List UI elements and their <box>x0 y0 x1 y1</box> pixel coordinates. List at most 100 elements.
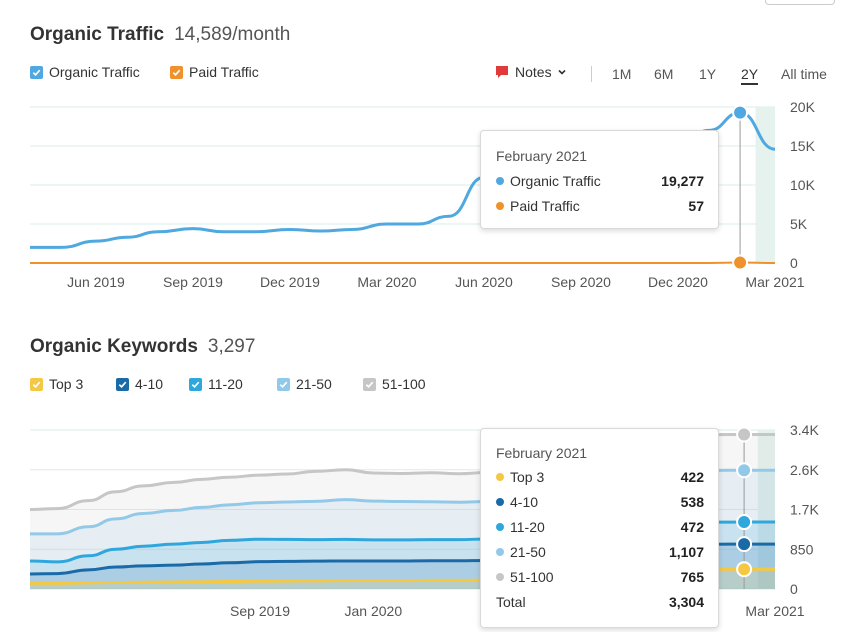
y-tick-label: 5K <box>790 216 808 232</box>
traffic-value: 14,589/month <box>174 24 291 45</box>
range-1y-button[interactable]: 1Y <box>699 66 717 82</box>
range-2y-button[interactable]: 2Y <box>741 66 759 85</box>
tooltip-total-row: Total 3,304 <box>496 594 704 610</box>
traffic-tooltip: February 2021 Organic Traffic 19,277 Pai… <box>480 130 719 229</box>
legend-item[interactable]: 11-20 <box>189 376 277 392</box>
checkbox-checked-icon[interactable] <box>363 377 376 391</box>
range-6m-button[interactable]: 6M <box>654 66 674 82</box>
legend-item[interactable]: 21-50 <box>277 376 363 392</box>
series-dot-icon <box>496 177 504 185</box>
x-tick-label: Sep 2020 <box>551 274 611 290</box>
tooltip-date: February 2021 <box>496 148 588 164</box>
hover-point <box>736 536 753 553</box>
checkbox-checked-icon[interactable] <box>30 377 43 391</box>
x-tick-label: Jun 2020 <box>455 274 513 290</box>
checkbox-checked-icon[interactable] <box>30 65 43 79</box>
legend-label: 4-10 <box>135 376 164 392</box>
series-dot-icon <box>496 473 504 481</box>
y-tick-label: 0 <box>790 581 798 597</box>
hover-point <box>736 514 753 531</box>
tooltip-value: 19,277 <box>661 173 704 189</box>
tooltip-label: 4-10 <box>510 494 539 510</box>
tooltip-value: 1,107 <box>668 544 704 560</box>
traffic-header: Organic Traffic 14,589/month <box>30 24 290 46</box>
x-tick-label: Jun 2019 <box>67 274 125 290</box>
chevron-down-icon <box>558 69 566 75</box>
y-tick-label: 0 <box>790 255 798 271</box>
x-tick-label: Dec 2020 <box>648 274 708 290</box>
y-tick-label: 1.7K <box>790 502 819 518</box>
tooltip-row: 51-100 765 <box>496 569 704 585</box>
tooltip-value: 472 <box>680 519 704 535</box>
x-tick-label: Mar 2021 <box>745 274 804 290</box>
y-tick-label: 10K <box>790 177 816 193</box>
checkbox-checked-icon[interactable] <box>116 377 129 391</box>
highlight-band <box>755 107 775 263</box>
series-dot-icon <box>496 202 504 210</box>
hover-point <box>736 426 753 443</box>
x-tick-label: Mar 2021 <box>745 603 804 619</box>
traffic-title: Organic Traffic <box>30 24 165 45</box>
top-right-button[interactable] <box>765 0 835 5</box>
series-dot-icon <box>496 548 504 556</box>
series-dot-icon <box>496 523 504 531</box>
x-tick-label: Dec 2019 <box>260 274 320 290</box>
checkbox-checked-icon[interactable] <box>189 377 202 391</box>
notes-dropdown[interactable]: Notes <box>494 64 567 80</box>
tooltip-row: Organic Traffic 19,277 <box>496 173 704 189</box>
hover-point <box>732 104 749 121</box>
range-1m-button[interactable]: 1M <box>612 66 632 82</box>
tooltip-date: February 2021 <box>496 445 588 461</box>
tooltip-value: 765 <box>680 569 704 585</box>
legend-label: 11-20 <box>208 376 243 392</box>
tooltip-row: 11-20 472 <box>496 519 704 535</box>
tooltip-row: 21-50 1,107 <box>496 544 704 560</box>
y-tick-label: 850 <box>790 541 814 557</box>
legend-paid-traffic[interactable]: Paid Traffic <box>170 64 259 80</box>
tooltip-row: Top 3 422 <box>496 469 704 485</box>
legend-label: 21-50 <box>296 376 332 392</box>
legend-item[interactable]: Top 3 <box>30 376 116 392</box>
series-dot-icon <box>496 573 504 581</box>
tooltip-label: 21-50 <box>510 544 546 560</box>
x-tick-label: Sep 2019 <box>163 274 223 290</box>
tooltip-label: Top 3 <box>510 469 545 485</box>
legend-organic-traffic[interactable]: Organic Traffic <box>30 64 140 80</box>
range-all-time-button[interactable]: All time <box>781 66 827 82</box>
y-tick-label: 15K <box>790 138 816 154</box>
legend-label: Top 3 <box>49 376 84 392</box>
legend-item[interactable]: 51-100 <box>363 376 443 392</box>
tooltip-label: 51-100 <box>510 569 554 585</box>
notes-label: Notes <box>515 64 552 80</box>
tooltip-label: Paid Traffic <box>510 198 580 214</box>
y-tick-label: 3.4K <box>790 422 819 438</box>
keywords-value: 3,297 <box>207 336 256 357</box>
y-tick-label: 20K <box>790 99 816 115</box>
legend-item[interactable]: 4-10 <box>116 376 189 392</box>
x-tick-label: Mar 2020 <box>357 274 416 290</box>
tooltip-value: 57 <box>688 198 704 214</box>
tooltip-total-label: Total <box>496 594 526 610</box>
legend-label: 51-100 <box>382 376 426 392</box>
organic-traffic-chart: 20K 15K 10K 5K 0 Jun 2019 Sep 2019 Dec 2019 Mar … <box>30 99 816 290</box>
tooltip-total-value: 3,304 <box>668 594 704 610</box>
hover-point <box>736 462 753 479</box>
checkbox-checked-icon[interactable] <box>277 377 290 391</box>
checkbox-checked-icon[interactable] <box>170 65 183 79</box>
tooltip-row: 4-10 538 <box>496 494 704 510</box>
tooltip-value: 538 <box>680 494 704 510</box>
divider <box>591 66 592 82</box>
tooltip-value: 422 <box>680 469 704 485</box>
hover-point <box>736 561 753 578</box>
legend-label: Organic Traffic <box>49 64 140 80</box>
keywords-tooltip: February 2021 Top 3 422 4-10 538 11-20 472 21-… <box>480 428 719 628</box>
series-dot-icon <box>496 498 504 506</box>
legend-label: Paid Traffic <box>189 64 259 80</box>
y-tick-label: 2.6K <box>790 462 819 478</box>
tooltip-label: Organic Traffic <box>510 173 601 189</box>
tooltip-row: Paid Traffic 57 <box>496 198 704 214</box>
x-tick-label: Jan 2020 <box>345 603 403 619</box>
note-icon <box>496 66 508 78</box>
tooltip-label: 11-20 <box>510 519 545 535</box>
